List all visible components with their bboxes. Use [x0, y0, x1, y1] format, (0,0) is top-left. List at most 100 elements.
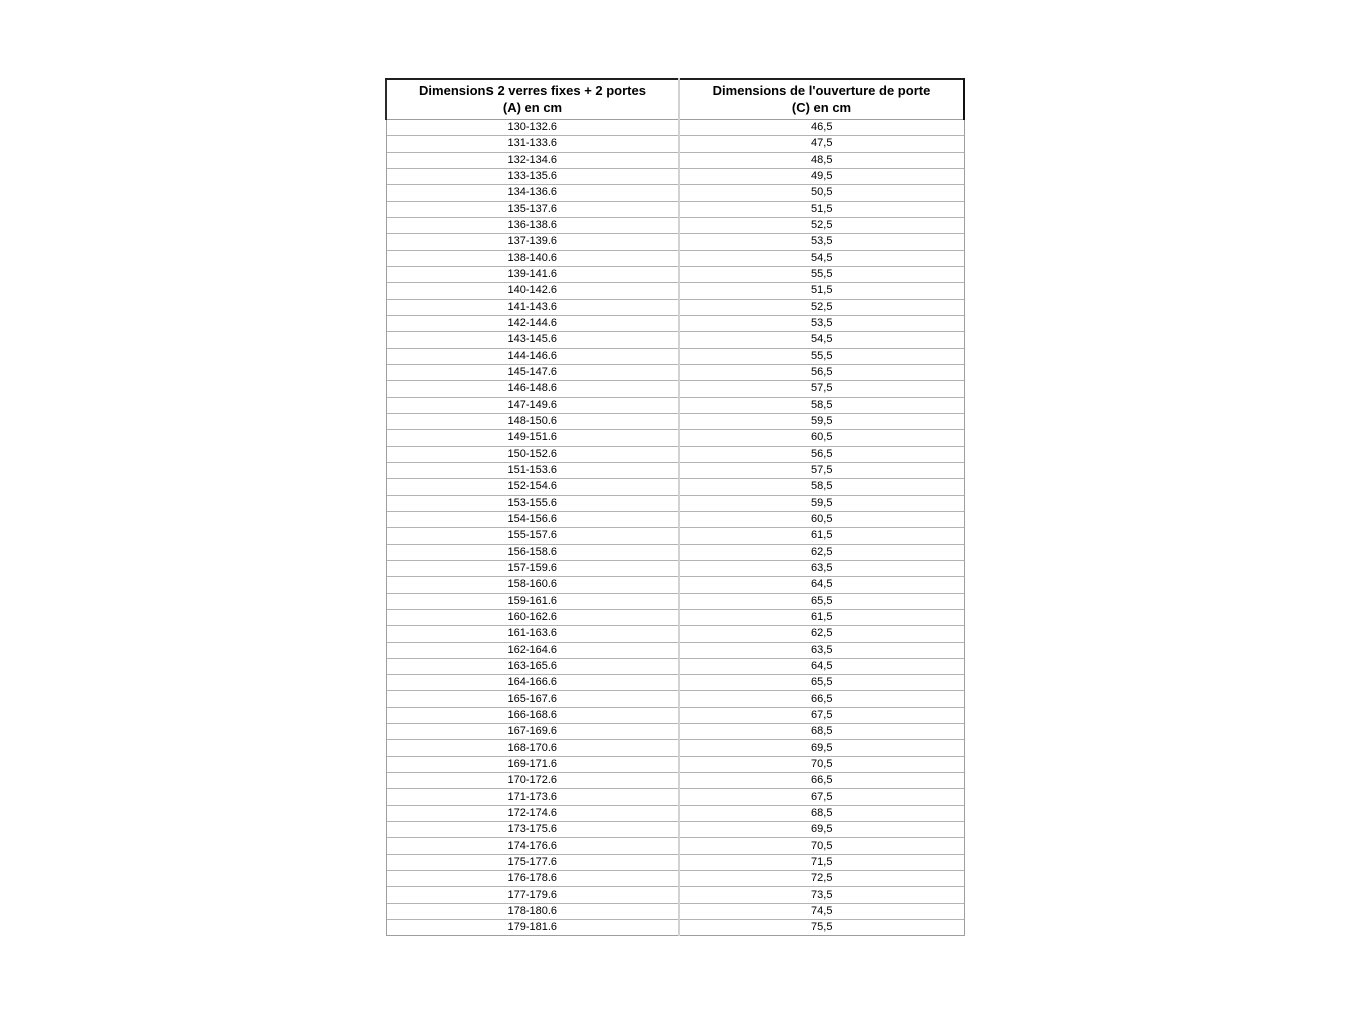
- table-row: 138-140.6 54,5: [385, 249, 965, 267]
- cell-dimension-a: 178-180.6: [385, 902, 680, 920]
- table-row: 148-150.6 59,5: [385, 412, 965, 430]
- table-row: 168-170.6 69,5: [385, 739, 965, 757]
- header-col-c-line1: Dimensions de l'ouverture de porte: [712, 83, 931, 98]
- cell-dimension-c: 66,5: [679, 690, 965, 708]
- table-row: 140-142.6 51,5: [385, 282, 965, 300]
- table-row: 155-157.6 61,5: [385, 527, 965, 545]
- table-row: 169-171.6 70,5: [385, 755, 965, 773]
- cell-dimension-c: 59,5: [679, 494, 965, 512]
- table-row: 174-176.6 70,5: [385, 837, 965, 855]
- cell-dimension-a: 137-139.6: [385, 233, 680, 251]
- table-row: 179-181.6 75,5: [385, 919, 965, 937]
- cell-dimension-c: 68,5: [679, 804, 965, 822]
- table-row: 135-137.6 51,5: [385, 200, 965, 218]
- cell-dimension-a: 135-137.6: [385, 200, 680, 218]
- cell-dimension-c: 58,5: [679, 396, 965, 414]
- table-row: 157-159.6 63,5: [385, 559, 965, 577]
- cell-dimension-a: 176-178.6: [385, 870, 680, 887]
- cell-dimension-c: 65,5: [679, 592, 965, 610]
- cell-dimension-a: 143-145.6: [385, 331, 680, 349]
- cell-dimension-c: 66,5: [679, 772, 965, 789]
- cell-dimension-a: 166-168.6: [385, 706, 680, 724]
- cell-dimension-c: 62,5: [679, 625, 965, 642]
- table-row: 156-158.6 62,5: [385, 543, 965, 561]
- cell-dimension-c: 56,5: [679, 363, 965, 381]
- table-row: 150-152.6 56,5: [385, 445, 965, 463]
- cell-dimension-c: 54,5: [679, 331, 965, 349]
- header-row: Dimensions 2 verres fixes + 2 portes (A)…: [385, 78, 965, 120]
- table-row: 137-139.6 53,5: [385, 233, 965, 251]
- cell-dimension-a: 165-167.6: [385, 690, 680, 708]
- table-row: 139-141.6 55,5: [385, 265, 965, 283]
- table-row: 144-146.6 55,5: [385, 347, 965, 365]
- cell-dimension-a: 152-154.6: [385, 478, 680, 496]
- table-row: 175-177.6 71,5: [385, 853, 965, 871]
- cell-dimension-a: 141-143.6: [385, 298, 680, 316]
- table-row: 171-173.6 67,5: [385, 788, 965, 806]
- cell-dimension-a: 150-152.6: [385, 445, 680, 463]
- cell-dimension-c: 53,5: [679, 314, 965, 332]
- cell-dimension-c: 61,5: [679, 608, 965, 626]
- table-row: 160-162.6 61,5: [385, 608, 965, 626]
- cell-dimension-a: 169-171.6: [385, 755, 680, 773]
- cell-dimension-a: 140-142.6: [385, 282, 680, 300]
- table-row: 146-148.6 57,5: [385, 380, 965, 398]
- cell-dimension-c: 57,5: [679, 461, 965, 479]
- cell-dimension-a: 136-138.6: [385, 216, 680, 234]
- cell-dimension-c: 60,5: [679, 510, 965, 528]
- cell-dimension-a: 157-159.6: [385, 559, 680, 577]
- cell-dimension-a: 146-148.6: [385, 380, 680, 398]
- header-col-a-line2: (A) en cm: [502, 100, 563, 115]
- table-row: 141-143.6 52,5: [385, 298, 965, 316]
- cell-dimension-a: 164-166.6: [385, 674, 680, 691]
- cell-dimension-a: 170-172.6: [385, 772, 680, 789]
- cell-dimension-c: 51,5: [679, 200, 965, 218]
- table-row: 147-149.6 58,5: [385, 396, 965, 414]
- cell-dimension-a: 155-157.6: [385, 527, 680, 545]
- header-col-dimensions-c: Dimensions de l'ouverture de porte (C) e…: [679, 78, 965, 120]
- table-row: 177-179.6 73,5: [385, 886, 965, 904]
- table-row: 167-169.6 68,5: [385, 723, 965, 740]
- cell-dimension-a: 145-147.6: [385, 363, 680, 381]
- cell-dimension-c: 55,5: [679, 265, 965, 283]
- cell-dimension-c: 67,5: [679, 706, 965, 724]
- header-col-dimensions-a: Dimensions 2 verres fixes + 2 portes (A)…: [385, 78, 680, 120]
- cell-dimension-c: 52,5: [679, 216, 965, 234]
- table-row: 154-156.6 60,5: [385, 510, 965, 528]
- cell-dimension-c: 47,5: [679, 135, 965, 153]
- table-row: 178-180.6 74,5: [385, 902, 965, 920]
- cell-dimension-c: 56,5: [679, 445, 965, 463]
- cell-dimension-a: 156-158.6: [385, 543, 680, 561]
- cell-dimension-a: 167-169.6: [385, 723, 680, 740]
- cell-dimension-a: 162-164.6: [385, 641, 680, 659]
- cell-dimension-c: 70,5: [679, 837, 965, 855]
- cell-dimension-a: 131-133.6: [385, 135, 680, 153]
- table-row: 136-138.6 52,5: [385, 216, 965, 234]
- cell-dimension-a: 134-136.6: [385, 184, 680, 202]
- table-row: 142-144.6 53,5: [385, 314, 965, 332]
- cell-dimension-c: 53,5: [679, 233, 965, 251]
- cell-dimension-c: 68,5: [679, 723, 965, 740]
- cell-dimension-a: 174-176.6: [385, 837, 680, 855]
- cell-dimension-a: 144-146.6: [385, 347, 680, 365]
- cell-dimension-c: 73,5: [679, 886, 965, 904]
- cell-dimension-a: 148-150.6: [385, 412, 680, 430]
- cell-dimension-a: 151-153.6: [385, 461, 680, 479]
- tall-s-glyph: s: [485, 82, 494, 99]
- cell-dimension-a: 158-160.6: [385, 576, 680, 594]
- cell-dimension-c: 49,5: [679, 167, 965, 185]
- cell-dimension-c: 69,5: [679, 739, 965, 757]
- table-row: 153-155.6 59,5: [385, 494, 965, 512]
- cell-dimension-c: 69,5: [679, 821, 965, 838]
- cell-dimension-a: 130-132.6: [385, 118, 680, 136]
- dimensions-table: Dimensions 2 verres fixes + 2 portes (A)…: [385, 78, 965, 937]
- cell-dimension-c: 65,5: [679, 674, 965, 691]
- cell-dimension-c: 54,5: [679, 249, 965, 267]
- cell-dimension-c: 51,5: [679, 282, 965, 300]
- cell-dimension-c: 50,5: [679, 184, 965, 202]
- table-row: 151-153.6 57,5: [385, 461, 965, 479]
- cell-dimension-a: 153-155.6: [385, 494, 680, 512]
- table-row: 158-160.6 64,5: [385, 576, 965, 594]
- cell-dimension-c: 59,5: [679, 412, 965, 430]
- cell-dimension-a: 173-175.6: [385, 821, 680, 838]
